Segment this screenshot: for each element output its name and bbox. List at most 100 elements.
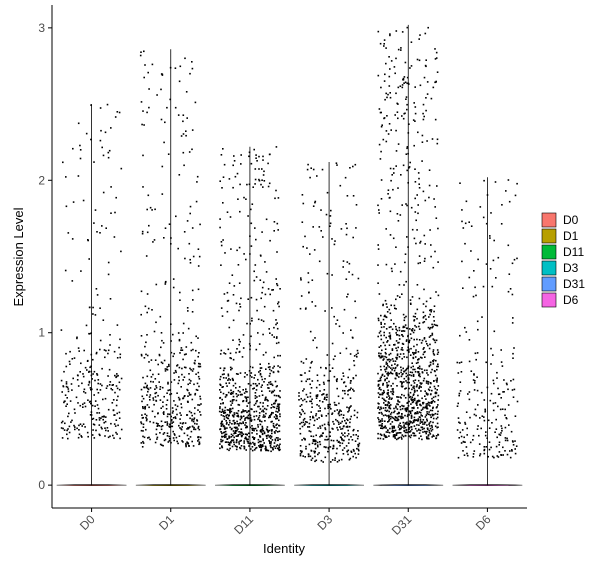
data-point xyxy=(349,167,351,169)
data-point xyxy=(507,404,510,406)
data-point xyxy=(302,421,305,424)
data-point xyxy=(330,461,332,463)
data-point xyxy=(60,329,63,331)
data-point xyxy=(378,388,380,390)
data-point xyxy=(333,375,336,378)
data-point xyxy=(497,387,499,390)
data-point xyxy=(334,355,336,357)
data-point xyxy=(305,393,308,396)
data-point xyxy=(418,386,421,389)
data-point xyxy=(411,371,414,374)
data-point xyxy=(251,203,254,205)
data-point xyxy=(250,448,252,450)
data-point xyxy=(220,349,223,352)
data-point xyxy=(330,209,332,212)
data-point xyxy=(345,347,348,350)
data-point xyxy=(380,407,383,410)
data-point xyxy=(476,428,479,430)
data-point xyxy=(413,393,415,395)
data-point xyxy=(271,420,273,423)
data-point xyxy=(412,119,415,121)
data-point xyxy=(273,389,276,392)
data-point xyxy=(348,458,351,461)
data-point xyxy=(194,422,196,425)
data-point xyxy=(251,432,253,434)
data-point xyxy=(478,434,480,437)
data-point xyxy=(389,423,392,425)
data-point xyxy=(319,435,321,438)
data-point xyxy=(223,293,226,295)
data-point xyxy=(262,416,264,418)
data-point xyxy=(397,143,400,145)
data-point xyxy=(170,441,172,444)
data-point xyxy=(232,392,234,395)
data-point xyxy=(513,388,516,391)
data-point xyxy=(250,162,253,165)
data-point xyxy=(268,387,270,389)
data-point xyxy=(392,360,395,362)
data-point xyxy=(377,264,379,266)
data-point xyxy=(413,352,416,354)
data-point xyxy=(408,351,410,353)
data-point xyxy=(354,452,356,455)
data-point xyxy=(333,401,336,404)
data-point xyxy=(394,72,396,75)
data-point xyxy=(402,335,404,338)
data-point xyxy=(267,288,270,290)
data-point xyxy=(116,387,119,390)
data-point xyxy=(433,401,436,403)
data-point xyxy=(87,435,89,438)
data-point xyxy=(391,348,394,350)
data-point xyxy=(221,408,224,411)
data-point xyxy=(313,439,316,441)
data-point xyxy=(140,353,143,356)
data-point xyxy=(354,300,356,303)
data-point xyxy=(64,269,67,272)
data-point xyxy=(246,183,248,186)
data-point xyxy=(348,271,350,273)
data-point xyxy=(402,367,404,370)
data-point xyxy=(63,370,65,373)
data-point xyxy=(417,359,419,361)
data-point xyxy=(309,455,312,458)
data-point xyxy=(400,174,402,176)
data-point xyxy=(462,450,464,452)
data-point xyxy=(456,429,459,431)
data-point xyxy=(167,383,169,385)
data-point xyxy=(197,409,199,411)
data-point xyxy=(140,429,143,432)
data-point xyxy=(161,165,164,168)
data-point xyxy=(172,355,174,358)
data-point xyxy=(250,420,253,422)
data-point xyxy=(273,356,275,359)
data-point xyxy=(303,412,306,415)
data-point xyxy=(269,239,271,242)
data-point xyxy=(115,404,118,407)
data-point xyxy=(498,451,501,453)
data-point xyxy=(277,365,279,367)
data-point xyxy=(333,315,335,318)
data-point xyxy=(382,318,385,321)
data-point xyxy=(383,45,385,47)
data-point xyxy=(276,427,278,429)
data-point xyxy=(219,218,221,220)
data-point xyxy=(436,71,439,73)
data-point xyxy=(168,413,171,416)
data-point xyxy=(182,322,185,325)
data-point xyxy=(389,404,392,406)
data-point xyxy=(273,406,276,409)
data-point xyxy=(262,405,264,408)
data-point xyxy=(101,384,103,387)
data-point xyxy=(190,349,193,352)
data-point xyxy=(433,305,436,307)
data-point xyxy=(119,353,122,356)
data-point xyxy=(357,430,359,432)
data-point xyxy=(276,423,278,425)
data-point xyxy=(240,422,243,425)
data-point xyxy=(198,378,201,380)
data-point xyxy=(515,445,518,447)
data-point xyxy=(113,236,116,238)
data-point xyxy=(186,220,189,222)
data-point xyxy=(388,395,390,397)
data-point xyxy=(120,167,123,170)
